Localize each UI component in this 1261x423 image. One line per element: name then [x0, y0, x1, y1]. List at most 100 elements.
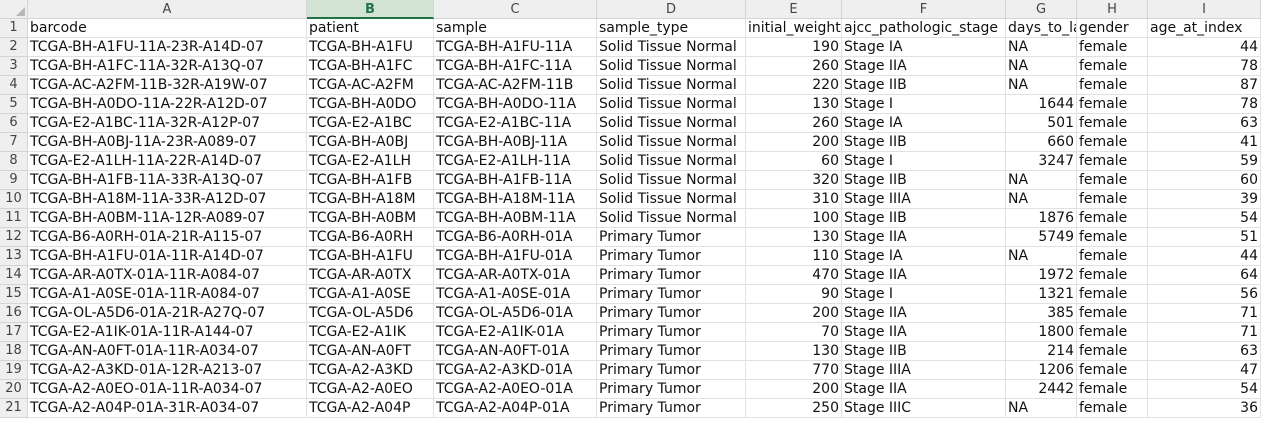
- cell-c7[interactable]: TCGA-BH-A0BJ-11A: [434, 133, 597, 152]
- cell-a10[interactable]: TCGA-BH-A18M-11A-33R-A12D-07: [28, 190, 307, 209]
- header-cell-b[interactable]: patient: [307, 19, 434, 38]
- cell-i4[interactable]: 87: [1148, 76, 1261, 95]
- column-header-h[interactable]: H: [1077, 0, 1148, 19]
- cell-i16[interactable]: 71: [1148, 304, 1261, 323]
- cell-i6[interactable]: 63: [1148, 114, 1261, 133]
- row-header-17[interactable]: 17: [0, 323, 28, 342]
- cell-h20[interactable]: female: [1077, 380, 1148, 399]
- cell-h6[interactable]: female: [1077, 114, 1148, 133]
- row-header-4[interactable]: 4: [0, 76, 28, 95]
- cell-d12[interactable]: Primary Tumor: [597, 228, 746, 247]
- cell-c5[interactable]: TCGA-BH-A0DO-11A: [434, 95, 597, 114]
- row-header-9[interactable]: 9: [0, 171, 28, 190]
- cell-a18[interactable]: TCGA-AN-A0FT-01A-11R-A034-07: [28, 342, 307, 361]
- cell-d7[interactable]: Solid Tissue Normal: [597, 133, 746, 152]
- cell-a21[interactable]: TCGA-A2-A04P-01A-31R-A034-07: [28, 399, 307, 418]
- cell-e13[interactable]: 110: [746, 247, 842, 266]
- cell-h8[interactable]: female: [1077, 152, 1148, 171]
- cell-a7[interactable]: TCGA-BH-A0BJ-11A-23R-A089-07: [28, 133, 307, 152]
- cell-h5[interactable]: female: [1077, 95, 1148, 114]
- cell-a11[interactable]: TCGA-BH-A0BM-11A-12R-A089-07: [28, 209, 307, 228]
- header-cell-d[interactable]: sample_type: [597, 19, 746, 38]
- cell-h15[interactable]: female: [1077, 285, 1148, 304]
- cell-c4[interactable]: TCGA-AC-A2FM-11B: [434, 76, 597, 95]
- cell-b10[interactable]: TCGA-BH-A18M: [307, 190, 434, 209]
- cell-h13[interactable]: female: [1077, 247, 1148, 266]
- cell-f21[interactable]: Stage IIIC: [842, 399, 1006, 418]
- cell-h14[interactable]: female: [1077, 266, 1148, 285]
- cell-d10[interactable]: Solid Tissue Normal: [597, 190, 746, 209]
- cell-d8[interactable]: Solid Tissue Normal: [597, 152, 746, 171]
- cell-b16[interactable]: TCGA-OL-A5D6: [307, 304, 434, 323]
- cell-b4[interactable]: TCGA-AC-A2FM: [307, 76, 434, 95]
- cell-f20[interactable]: Stage IIA: [842, 380, 1006, 399]
- cell-h2[interactable]: female: [1077, 38, 1148, 57]
- row-header-20[interactable]: 20: [0, 380, 28, 399]
- cell-e9[interactable]: 320: [746, 171, 842, 190]
- row-header-2[interactable]: 2: [0, 38, 28, 57]
- header-cell-h[interactable]: gender: [1077, 19, 1148, 38]
- cell-e14[interactable]: 470: [746, 266, 842, 285]
- column-header-a[interactable]: A: [28, 0, 307, 19]
- cell-h16[interactable]: female: [1077, 304, 1148, 323]
- cell-f2[interactable]: Stage IA: [842, 38, 1006, 57]
- cell-e4[interactable]: 220: [746, 76, 842, 95]
- cell-b14[interactable]: TCGA-AR-A0TX: [307, 266, 434, 285]
- row-header-18[interactable]: 18: [0, 342, 28, 361]
- cell-b8[interactable]: TCGA-E2-A1LH: [307, 152, 434, 171]
- cell-c17[interactable]: TCGA-E2-A1IK-01A: [434, 323, 597, 342]
- cell-i11[interactable]: 54: [1148, 209, 1261, 228]
- cell-e10[interactable]: 310: [746, 190, 842, 209]
- cell-a13[interactable]: TCGA-BH-A1FU-01A-11R-A14D-07: [28, 247, 307, 266]
- cell-g5[interactable]: 1644: [1006, 95, 1077, 114]
- cell-g7[interactable]: 660: [1006, 133, 1077, 152]
- row-header-16[interactable]: 16: [0, 304, 28, 323]
- cell-e12[interactable]: 130: [746, 228, 842, 247]
- cell-a15[interactable]: TCGA-A1-A0SE-01A-11R-A084-07: [28, 285, 307, 304]
- cell-d20[interactable]: Primary Tumor: [597, 380, 746, 399]
- cell-i14[interactable]: 64: [1148, 266, 1261, 285]
- cell-b19[interactable]: TCGA-A2-A3KD: [307, 361, 434, 380]
- cell-d13[interactable]: Primary Tumor: [597, 247, 746, 266]
- cell-i21[interactable]: 36: [1148, 399, 1261, 418]
- cell-e3[interactable]: 260: [746, 57, 842, 76]
- cell-e19[interactable]: 770: [746, 361, 842, 380]
- cell-a16[interactable]: TCGA-OL-A5D6-01A-21R-A27Q-07: [28, 304, 307, 323]
- cell-i9[interactable]: 60: [1148, 171, 1261, 190]
- cell-a20[interactable]: TCGA-A2-A0EO-01A-11R-A034-07: [28, 380, 307, 399]
- cell-f4[interactable]: Stage IIB: [842, 76, 1006, 95]
- row-header-6[interactable]: 6: [0, 114, 28, 133]
- cell-a17[interactable]: TCGA-E2-A1IK-01A-11R-A144-07: [28, 323, 307, 342]
- cell-d4[interactable]: Solid Tissue Normal: [597, 76, 746, 95]
- row-header-15[interactable]: 15: [0, 285, 28, 304]
- cell-c19[interactable]: TCGA-A2-A3KD-01A: [434, 361, 597, 380]
- cell-i15[interactable]: 56: [1148, 285, 1261, 304]
- cell-d14[interactable]: Primary Tumor: [597, 266, 746, 285]
- cell-b15[interactable]: TCGA-A1-A0SE: [307, 285, 434, 304]
- cell-h3[interactable]: female: [1077, 57, 1148, 76]
- cell-b7[interactable]: TCGA-BH-A0BJ: [307, 133, 434, 152]
- cell-g19[interactable]: 1206: [1006, 361, 1077, 380]
- cell-h10[interactable]: female: [1077, 190, 1148, 209]
- cell-f8[interactable]: Stage I: [842, 152, 1006, 171]
- cell-h4[interactable]: female: [1077, 76, 1148, 95]
- cell-e15[interactable]: 90: [746, 285, 842, 304]
- cell-d17[interactable]: Primary Tumor: [597, 323, 746, 342]
- cell-g14[interactable]: 1972: [1006, 266, 1077, 285]
- cell-b13[interactable]: TCGA-BH-A1FU: [307, 247, 434, 266]
- cell-g9[interactable]: NA: [1006, 171, 1077, 190]
- cell-e11[interactable]: 100: [746, 209, 842, 228]
- cell-h21[interactable]: female: [1077, 399, 1148, 418]
- cell-h19[interactable]: female: [1077, 361, 1148, 380]
- cell-f10[interactable]: Stage IIIA: [842, 190, 1006, 209]
- cell-b9[interactable]: TCGA-BH-A1FB: [307, 171, 434, 190]
- cell-g8[interactable]: 3247: [1006, 152, 1077, 171]
- cell-c16[interactable]: TCGA-OL-A5D6-01A: [434, 304, 597, 323]
- cell-g16[interactable]: 385: [1006, 304, 1077, 323]
- row-header-11[interactable]: 11: [0, 209, 28, 228]
- cell-i20[interactable]: 54: [1148, 380, 1261, 399]
- cell-i10[interactable]: 39: [1148, 190, 1261, 209]
- row-header-14[interactable]: 14: [0, 266, 28, 285]
- row-header-8[interactable]: 8: [0, 152, 28, 171]
- column-header-g[interactable]: G: [1006, 0, 1077, 19]
